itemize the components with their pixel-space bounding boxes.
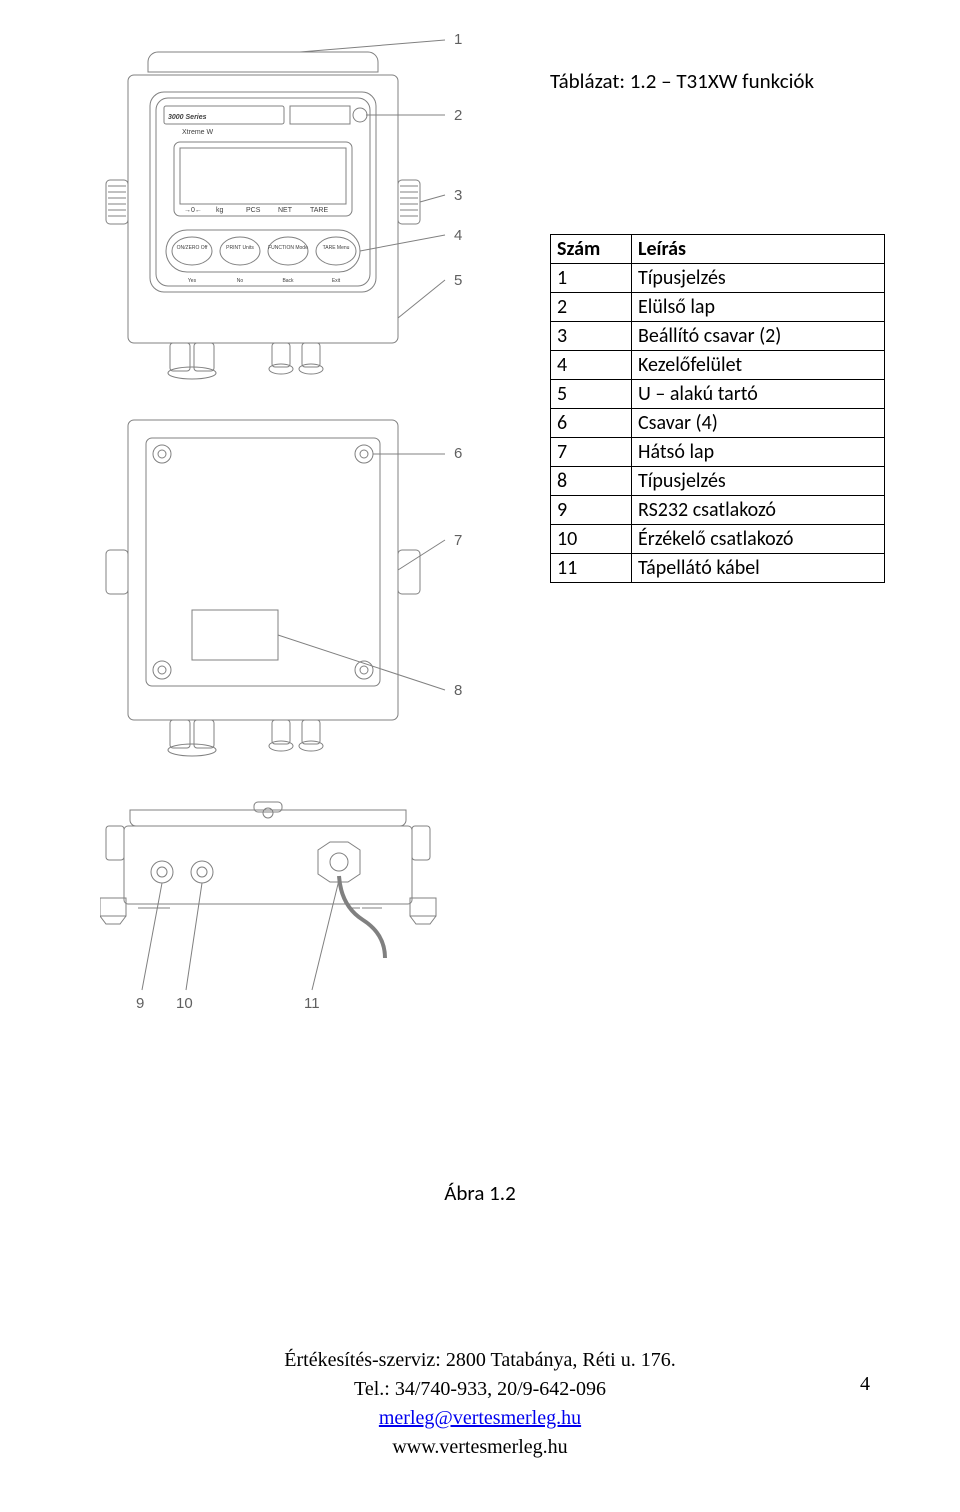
callout-7: 7 bbox=[454, 532, 462, 549]
lcd-label: PCS bbox=[246, 207, 261, 214]
cell-num: 11 bbox=[551, 554, 632, 583]
cell-desc: RS232 csatlakozó bbox=[632, 496, 885, 525]
table-row: 11Tápellátó kábel bbox=[551, 554, 885, 583]
col-number: Szám bbox=[551, 235, 632, 264]
footer-phone: Tel.: 34/740-933, 20/9-642-096 bbox=[354, 1378, 606, 1400]
cell-desc: Csavar (4) bbox=[632, 409, 885, 438]
bottom-view-diagram: 9 10 11 bbox=[100, 780, 480, 1040]
lcd-label: NET bbox=[278, 207, 293, 214]
table-header-row: Szám Leírás bbox=[551, 235, 885, 264]
cell-desc: U – alakú tartó bbox=[632, 380, 885, 409]
callout-8: 8 bbox=[454, 682, 462, 699]
callout-4: 4 bbox=[454, 227, 462, 244]
table-row: 10Érzékelő csatlakozó bbox=[551, 525, 885, 554]
back-view-diagram: 6 7 8 bbox=[100, 400, 480, 780]
table-row: 4Kezelőfelület bbox=[551, 351, 885, 380]
cell-desc: Hátsó lap bbox=[632, 438, 885, 467]
table-row: 1Típusjelzés bbox=[551, 264, 885, 293]
cell-desc: Elülső lap bbox=[632, 293, 885, 322]
callout-10: 10 bbox=[176, 995, 193, 1012]
cell-num: 1 bbox=[551, 264, 632, 293]
button-label: PRINT Units bbox=[226, 245, 254, 251]
cell-desc: Tápellátó kábel bbox=[632, 554, 885, 583]
button-sub-label: Exit bbox=[332, 278, 341, 284]
callout-1: 1 bbox=[454, 31, 462, 48]
button-label: TARE Menu bbox=[323, 245, 350, 251]
callout-3: 3 bbox=[454, 187, 462, 204]
table-row: 6Csavar (4) bbox=[551, 409, 885, 438]
cell-desc: Kezelőfelület bbox=[632, 351, 885, 380]
table-row: 5U – alakú tartó bbox=[551, 380, 885, 409]
callout-2: 2 bbox=[454, 107, 462, 124]
function-table: Szám Leírás 1Típusjelzés 2Elülső lap 3Be… bbox=[550, 234, 885, 583]
footer-url: www.vertesmerleg.hu bbox=[392, 1436, 567, 1458]
cell-num: 6 bbox=[551, 409, 632, 438]
cell-num: 8 bbox=[551, 467, 632, 496]
cell-num: 9 bbox=[551, 496, 632, 525]
series-label: 3000 Series bbox=[168, 114, 207, 121]
cell-num: 7 bbox=[551, 438, 632, 467]
footer-address: Értékesítés-szerviz: 2800 Tatabánya, Rét… bbox=[284, 1349, 675, 1371]
table-row: 2Elülső lap bbox=[551, 293, 885, 322]
table-row: 7Hátsó lap bbox=[551, 438, 885, 467]
table-row: 9RS232 csatlakozó bbox=[551, 496, 885, 525]
callout-5: 5 bbox=[454, 272, 462, 289]
footer-email-link[interactable]: merleg@vertesmerleg.hu bbox=[379, 1407, 581, 1429]
button-sub-label: Yes bbox=[188, 278, 197, 284]
cell-num: 4 bbox=[551, 351, 632, 380]
button-sub-label: No bbox=[237, 278, 244, 284]
cell-desc: Beállító csavar (2) bbox=[632, 322, 885, 351]
callout-6: 6 bbox=[454, 445, 462, 462]
cell-num: 10 bbox=[551, 525, 632, 554]
cell-desc: Típusjelzés bbox=[632, 467, 885, 496]
lcd-label: kg bbox=[216, 207, 224, 214]
cell-num: 2 bbox=[551, 293, 632, 322]
cell-desc: Érzékelő csatlakozó bbox=[632, 525, 885, 554]
lcd-label: →0← bbox=[184, 207, 202, 214]
col-description: Leírás bbox=[632, 235, 885, 264]
technical-diagram: 3000 Series Xtreme W →0← kg PCS NET TARE… bbox=[100, 30, 480, 1040]
table-row: 8Típusjelzés bbox=[551, 467, 885, 496]
page-footer: Értékesítés-szerviz: 2800 Tatabánya, Rét… bbox=[0, 1346, 960, 1462]
lcd-label: TARE bbox=[310, 207, 328, 214]
callout-11: 11 bbox=[304, 995, 320, 1012]
cell-desc: Típusjelzés bbox=[632, 264, 885, 293]
front-view-diagram: 3000 Series Xtreme W →0← kg PCS NET TARE… bbox=[100, 30, 480, 400]
table-row: 3Beállító csavar (2) bbox=[551, 322, 885, 351]
model-label: Xtreme W bbox=[182, 129, 214, 136]
cell-num: 3 bbox=[551, 322, 632, 351]
button-label: ON/ZERO Off bbox=[177, 245, 208, 251]
figure-caption: Ábra 1.2 bbox=[0, 1180, 960, 1206]
button-sub-label: Back bbox=[282, 278, 294, 284]
callout-9: 9 bbox=[136, 995, 144, 1012]
button-label: FUNCTION Mode bbox=[268, 245, 308, 251]
table-title: Táblázat: 1.2 – T31XW funkciók bbox=[550, 68, 814, 94]
cell-num: 5 bbox=[551, 380, 632, 409]
